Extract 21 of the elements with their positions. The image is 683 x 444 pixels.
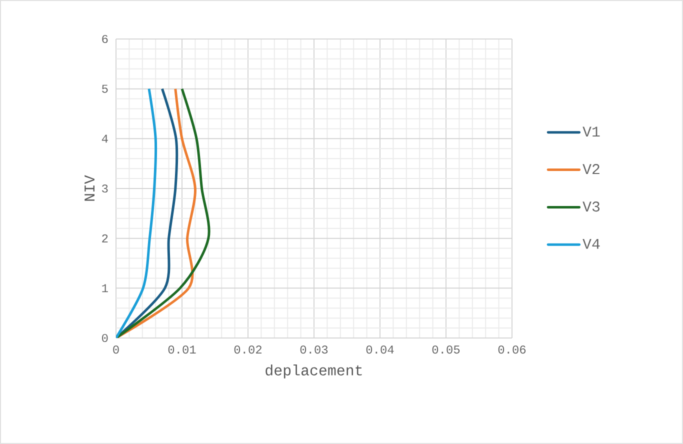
x-tick-label: 0.03 — [300, 346, 328, 354]
y-tick-label: 2 — [102, 234, 108, 242]
legend-label: V4 — [582, 238, 600, 249]
y-tick-label: 3 — [102, 184, 108, 193]
y-tick-label: 5 — [102, 84, 108, 93]
x-tick-label: 0.01 — [168, 346, 196, 354]
y-tick-label: 1 — [102, 284, 108, 292]
x-tick-label: 0.04 — [366, 346, 394, 354]
x-tick-label: 0.05 — [432, 346, 460, 354]
x-axis-title: deplacement — [266, 364, 362, 378]
y-axis-title: NIV — [84, 175, 94, 201]
legend-label: V3 — [582, 201, 600, 212]
x-tick-label: 0 — [113, 346, 119, 354]
y-tick-label: 4 — [102, 134, 108, 143]
y-tick-label: 0 — [102, 334, 108, 342]
x-tick-label: 0.02 — [234, 346, 262, 354]
x-tick-label: 0.06 — [498, 346, 526, 354]
legend-label: V1 — [582, 126, 600, 137]
legend-label: V2 — [582, 164, 600, 174]
line-series — [116, 88, 158, 338]
y-tick-label: 6 — [102, 34, 108, 44]
